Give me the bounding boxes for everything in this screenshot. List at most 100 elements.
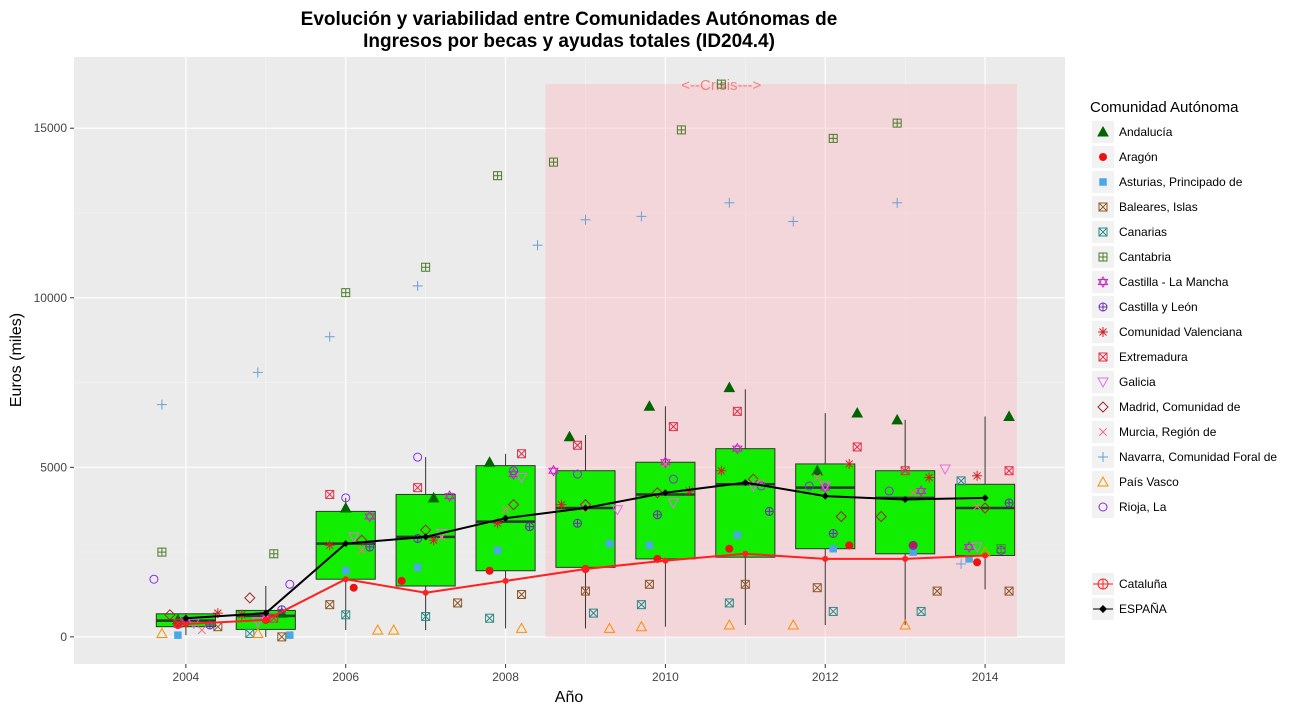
point-murcia-regi-n-de — [197, 625, 206, 635]
point-castilla-la-mancha-down — [548, 467, 559, 477]
legend-key-andaluc-a — [1097, 125, 1109, 137]
legend-key-baleares-islas-diag2 — [1098, 202, 1108, 212]
point-extremadura — [325, 489, 335, 499]
legend-key-asturias-principado-de — [1099, 178, 1107, 186]
point-castilla-la-mancha-down — [444, 493, 456, 503]
point-baleares-islas-frame — [1004, 586, 1014, 596]
point-canarias-diag2 — [637, 600, 646, 610]
point-cantabria — [716, 79, 726, 89]
legend-key-castilla-y-le-n — [1098, 302, 1108, 312]
point-baleares-islas — [1004, 586, 1014, 596]
legend-label: ESPAÑA — [1119, 602, 1167, 616]
point-extremadura — [413, 483, 423, 493]
point-extremadura — [517, 449, 527, 459]
point-canarias-frame — [828, 606, 838, 616]
point-pa-s-vasco — [515, 622, 528, 633]
point-extremadura-frame — [900, 466, 910, 476]
x-tick-label: 2006 — [332, 670, 359, 684]
point-castilla-la-mancha-down — [963, 544, 975, 553]
point-cantabria — [828, 133, 838, 143]
point-navarra-comunidad-foral-de — [956, 558, 967, 569]
point-castilla-la-mancha-up — [508, 468, 519, 478]
point-comunidad-valenciana — [556, 499, 567, 510]
point-comunidad-valenciana-d2 — [429, 536, 438, 545]
point-extremadura-diag2 — [573, 440, 582, 450]
point-murcia-regi-n-de-d2 — [357, 546, 366, 555]
legend-key-bg — [1092, 496, 1114, 518]
point-madrid-comunidad-de — [356, 534, 368, 546]
boxes — [155, 389, 1016, 637]
legend-key-arag-n — [1099, 153, 1107, 161]
legend-label: Cataluña — [1119, 577, 1167, 591]
point-baleares-islas-frame — [277, 632, 287, 642]
point-espana — [821, 492, 829, 500]
point-extremadura-diag2 — [852, 442, 862, 452]
point-castilla-la-mancha-up — [731, 442, 743, 452]
point-extremadura-diag2 — [517, 449, 526, 459]
point-canarias-diag2 — [916, 607, 926, 616]
point-baleares-islas-diag2 — [812, 583, 822, 593]
legend-key-bg — [1092, 396, 1114, 418]
point-extremadura-diag2 — [325, 490, 335, 499]
point-galicia — [611, 505, 624, 516]
legend-label: Castilla y León — [1119, 300, 1198, 314]
point-cantabria — [676, 125, 686, 135]
legend-label: País Vasco — [1119, 475, 1179, 489]
point-cantabria — [157, 547, 167, 557]
point-extremadura-diag2 — [173, 618, 183, 628]
point-canarias-frame — [245, 628, 255, 638]
point-extremadura-frame — [668, 422, 678, 432]
point-cantabria — [421, 262, 431, 272]
point-castilla-la-mancha-up — [444, 490, 456, 500]
point-canarias-diag2 — [485, 613, 494, 623]
point-baleares-islas-diag2 — [932, 586, 942, 596]
point-comunidad-valenciana — [428, 535, 439, 546]
legend-key-castilla-la-mancha-down — [1097, 279, 1109, 288]
point-castilla-la-mancha — [963, 541, 975, 553]
point-extremadura-frame — [1004, 466, 1014, 476]
legend-key-espana — [1099, 605, 1107, 613]
point-pa-s-vasco — [787, 618, 800, 630]
point-canarias-diag2 — [421, 612, 430, 621]
point-baleares-islas — [277, 632, 287, 642]
point-baleares-islas — [453, 598, 463, 608]
point-navarra-comunidad-foral-de — [252, 367, 263, 378]
point-navarra-comunidad-foral-de — [636, 211, 647, 222]
point-galicia — [667, 498, 680, 509]
point-extremadura-frame — [572, 440, 582, 450]
point-extremadura-frame — [517, 449, 527, 459]
point-extremadura-frame — [732, 406, 742, 416]
point-rioja-la — [668, 474, 678, 484]
point-canarias-diag2 — [724, 598, 734, 608]
legend-key-extremadura — [1098, 352, 1108, 362]
point-rioja-la — [413, 452, 423, 462]
point-espana — [901, 496, 909, 504]
x-tick-label: 2014 — [972, 670, 999, 684]
point-navarra-comunidad-foral-de — [156, 399, 167, 410]
point-comunidad-valenciana — [324, 540, 335, 551]
point-canarias-diag2 — [341, 610, 351, 620]
point-extremadura — [173, 618, 183, 628]
point-murcia-regi-n-de-d2 — [661, 459, 670, 469]
point-canarias-diag2 — [245, 629, 255, 638]
y-tick-label: 5000 — [40, 460, 67, 474]
point-comunidad-valenciana-d2 — [845, 460, 854, 468]
point-baleares-islas-diag2 — [645, 579, 654, 589]
point-andaluc-a — [483, 456, 496, 467]
point-castilla-la-mancha-down — [660, 459, 671, 469]
point-navarra-comunidad-foral-de — [324, 331, 335, 342]
point-espana — [581, 504, 589, 512]
point-navarra-comunidad-foral-de — [788, 216, 799, 227]
point-baleares-islas-diag2 — [517, 590, 526, 599]
box-2009 — [555, 470, 616, 568]
point-murcia-regi-n-de-d2 — [501, 505, 510, 514]
point-murcia-regi-n-de-d2 — [197, 625, 206, 635]
point-castilla-la-mancha — [444, 490, 456, 503]
box-2013 — [875, 470, 936, 555]
point-castilla-la-mancha — [731, 442, 743, 455]
point-pa-s-vasco — [635, 620, 648, 632]
point-canarias-frame — [485, 613, 495, 623]
point-comunidad-valenciana — [924, 472, 935, 483]
point-baleares-islas — [932, 586, 942, 596]
point-navarra-comunidad-foral-de — [724, 197, 735, 208]
